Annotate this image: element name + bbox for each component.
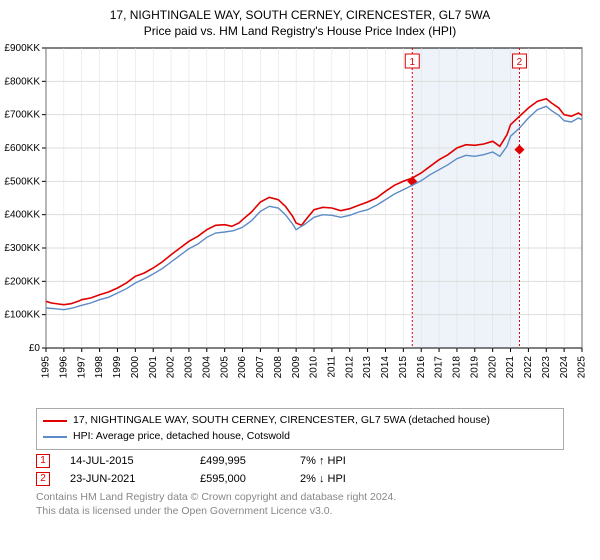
note-price: £499,995 [200, 455, 280, 467]
note-price: £595,000 [200, 473, 280, 485]
svg-text:£700KK: £700KK [4, 110, 40, 121]
legend-swatch [43, 436, 67, 438]
note-hpi-delta: 2% ↓ HPI [300, 473, 346, 485]
svg-text:2022: 2022 [523, 356, 534, 379]
svg-text:2005: 2005 [219, 356, 230, 379]
svg-text:2014: 2014 [380, 356, 391, 379]
svg-text:2006: 2006 [237, 356, 248, 379]
svg-text:2013: 2013 [362, 356, 373, 379]
svg-text:2021: 2021 [505, 356, 516, 379]
note-marker: 1 [36, 454, 50, 468]
svg-text:2001: 2001 [148, 356, 159, 379]
legend-box: 17, NIGHTINGALE WAY, SOUTH CERNEY, CIREN… [36, 408, 564, 450]
svg-text:£100KK: £100KK [4, 310, 40, 321]
svg-text:2023: 2023 [541, 356, 552, 379]
svg-text:2010: 2010 [309, 356, 320, 379]
note-date: 14-JUL-2015 [70, 455, 180, 467]
note-row: 2 23-JUN-2021 £595,000 2% ↓ HPI [36, 472, 564, 486]
note-hpi-delta: 7% ↑ HPI [300, 455, 346, 467]
svg-text:2015: 2015 [398, 356, 409, 379]
chart-subtitle: Price paid vs. HM Land Registry's House … [0, 24, 600, 38]
legend-label: 17, NIGHTINGALE WAY, SOUTH CERNEY, CIREN… [73, 413, 490, 429]
footer-line-1: Contains HM Land Registry data © Crown c… [36, 490, 564, 504]
svg-text:2009: 2009 [291, 356, 302, 379]
svg-text:2020: 2020 [487, 356, 498, 379]
note-date: 23-JUN-2021 [70, 473, 180, 485]
footer-attribution: Contains HM Land Registry data © Crown c… [36, 490, 564, 518]
svg-text:2000: 2000 [130, 356, 141, 379]
svg-text:2003: 2003 [184, 356, 195, 379]
svg-text:1999: 1999 [112, 356, 123, 379]
svg-text:2025: 2025 [577, 356, 588, 379]
chart-svg: £0 £100KK £200KK £300KK £400KK £500KK £600KK £7… [0, 42, 600, 402]
svg-text:2: 2 [517, 57, 523, 68]
svg-text:2011: 2011 [327, 356, 338, 378]
footer-line-2: This data is licensed under the Open Gov… [36, 504, 564, 518]
svg-text:2004: 2004 [201, 356, 212, 379]
title-block: 17, NIGHTINGALE WAY, SOUTH CERNEY, CIREN… [0, 0, 600, 42]
svg-text:1996: 1996 [59, 356, 70, 379]
svg-text:£800KK: £800KK [4, 76, 40, 87]
svg-text:2019: 2019 [469, 356, 480, 379]
svg-text:2016: 2016 [416, 356, 427, 379]
svg-text:1997: 1997 [76, 356, 87, 379]
note-row: 1 14-JUL-2015 £499,995 7% ↑ HPI [36, 454, 564, 468]
note-marker: 2 [36, 472, 50, 486]
chart-area: £0 £100KK £200KK £300KK £400KK £500KK £600KK £7… [0, 42, 600, 402]
legend-swatch [43, 420, 67, 422]
svg-text:£500KK: £500KK [4, 176, 40, 187]
svg-text:2024: 2024 [559, 356, 570, 379]
svg-text:2008: 2008 [273, 356, 284, 379]
svg-text:1998: 1998 [94, 356, 105, 379]
legend-label: HPI: Average price, detached house, Cots… [73, 429, 290, 445]
legend-row: 17, NIGHTINGALE WAY, SOUTH CERNEY, CIREN… [43, 413, 557, 429]
chart-title: 17, NIGHTINGALE WAY, SOUTH CERNEY, CIREN… [0, 8, 600, 22]
svg-text:£300KK: £300KK [4, 243, 40, 254]
svg-text:£400KK: £400KK [4, 210, 40, 221]
svg-text:2002: 2002 [166, 356, 177, 379]
svg-text:1995: 1995 [41, 356, 52, 379]
event-notes: 1 14-JUL-2015 £499,995 7% ↑ HPI 2 23-JUN-2021… [36, 454, 564, 486]
svg-text:2012: 2012 [344, 356, 355, 379]
svg-text:£200KK: £200KK [4, 276, 40, 287]
svg-text:£900KK: £900KK [4, 43, 40, 54]
legend-row: HPI: Average price, detached house, Cots… [43, 429, 557, 445]
svg-text:£0: £0 [29, 343, 41, 354]
svg-text:2018: 2018 [452, 356, 463, 379]
svg-text:2007: 2007 [255, 356, 266, 379]
figure-container: 17, NIGHTINGALE WAY, SOUTH CERNEY, CIREN… [0, 0, 600, 560]
svg-text:1: 1 [409, 57, 415, 68]
svg-text:£600KK: £600KK [4, 143, 40, 154]
svg-text:2017: 2017 [434, 356, 445, 379]
